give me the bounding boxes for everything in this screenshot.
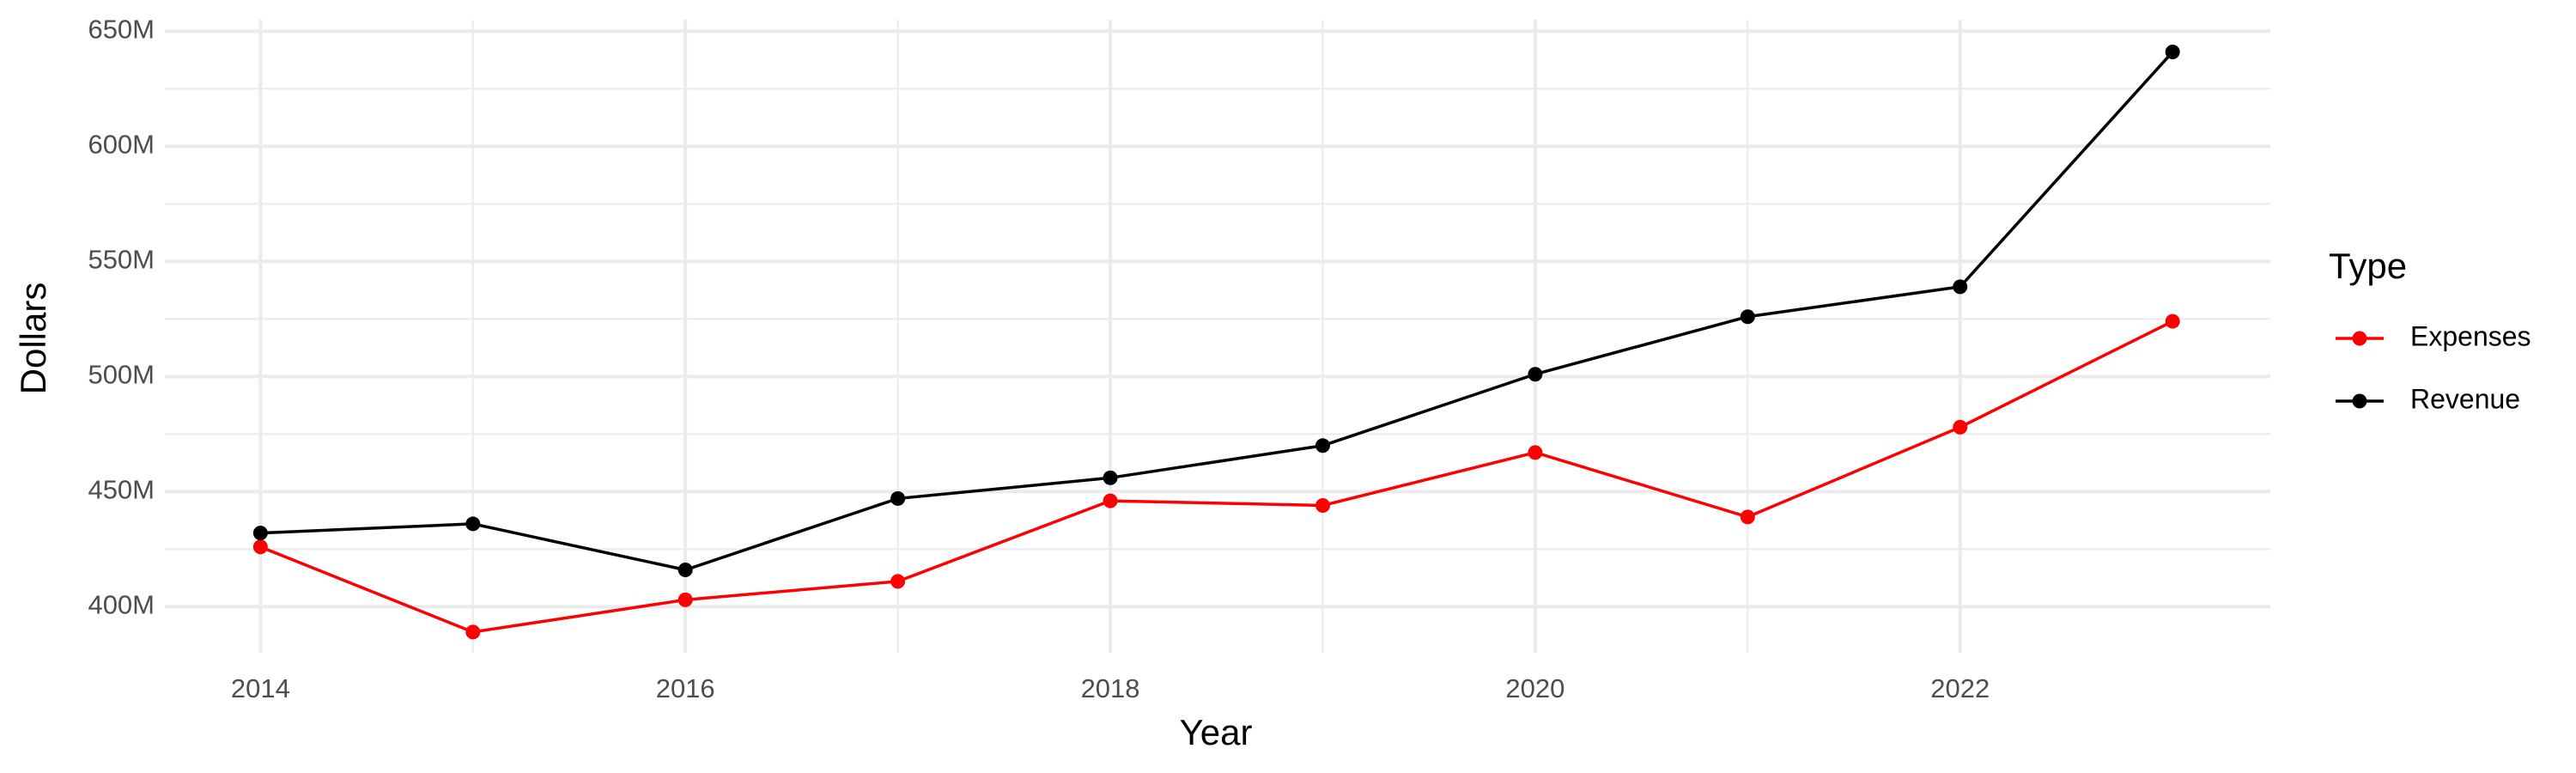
data-point [1953,419,1968,435]
data-point [1528,367,1543,382]
data-point [252,526,268,541]
y-tick-label: 400M [88,590,155,620]
data-point [465,624,481,640]
legend-title: Type [2329,246,2407,286]
grid [165,20,2270,653]
data-point [677,563,693,578]
y-tick-label: 550M [88,245,155,275]
data-point [890,490,906,506]
data-point [2165,45,2180,60]
data-point [1740,309,1755,325]
y-tick-label: 450M [88,475,155,505]
data-point [1528,445,1543,460]
data-point [1953,279,1968,295]
legend-key-point [2352,393,2367,409]
x-tick-label: 2014 [231,673,290,703]
y-axis-title: Dollars [13,283,53,395]
data-point [1740,509,1755,525]
x-tick-label: 2018 [1081,673,1140,703]
series-line [260,51,2174,572]
y-tick-label: 500M [88,360,155,390]
legend-key-point [2352,331,2367,346]
data-point [465,516,481,532]
x-tick-label: 2016 [656,673,715,703]
x-tick-label: 2022 [1930,673,1990,703]
data-point [677,592,693,607]
legend-label: Expenses [2410,320,2531,351]
data-point [1103,470,1118,485]
data-point [2165,313,2180,329]
data-point [890,574,906,589]
y-tick-label: 600M [88,130,155,160]
y-tick-label: 650M [88,15,155,45]
data-point [1315,438,1330,453]
legend-label: Revenue [2410,383,2520,414]
x-axis-title: Year [1180,712,1253,752]
data-point [1103,493,1118,508]
data-point [252,539,268,555]
data-point [1315,497,1330,513]
x-tick-label: 2020 [1505,673,1564,703]
series-line [259,320,2173,634]
